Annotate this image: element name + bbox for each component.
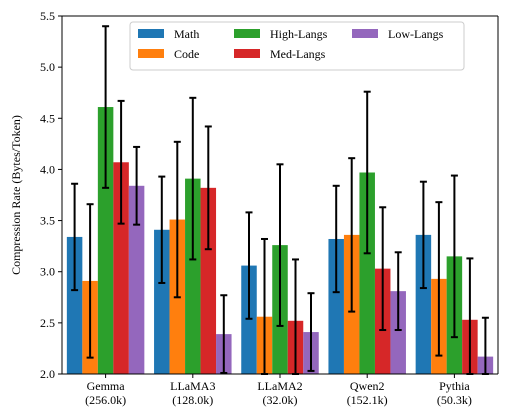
error-bar-code-gemma [86, 203, 94, 359]
bar-high-langs-qwen2 [359, 172, 375, 374]
legend-item-med-langs: Med-Langs [234, 47, 326, 61]
legend-label: Math [174, 27, 199, 41]
error-bar-med-langs-gemma [117, 99, 125, 225]
x-tick-label: Pythia [439, 379, 470, 393]
bar-med-langs-llama3 [200, 187, 217, 374]
y-tick-label: 5.0 [40, 60, 55, 74]
legend: Math Code High-Langs Med-Langs Low-Langs [129, 21, 465, 71]
error-bar-math-gemma [71, 182, 79, 292]
x-tick-label: LLaMA3 [170, 379, 215, 393]
error-bar-med-langs-qwen2 [379, 206, 387, 332]
legend-label: Code [174, 47, 199, 61]
legend-swatch [234, 49, 260, 58]
y-tick-label: 4.5 [40, 111, 55, 125]
x-tick-sublabel: (128.0k) [172, 393, 213, 407]
error-bar-code-pythia [435, 201, 443, 357]
legend-label: Med-Langs [270, 47, 326, 61]
x-tick-label: Qwen2 [350, 379, 385, 393]
error-bar-code-qwen2 [348, 157, 356, 313]
error-bar-code-llama3 [173, 140, 181, 299]
bar-low-langs-qwen2 [390, 291, 406, 374]
plot-area [66, 25, 494, 375]
error-bar-math-qwen2 [332, 184, 340, 294]
error-bar-high-langs-llama3 [189, 96, 197, 261]
legend-swatch [138, 49, 164, 58]
x-tick-sublabel: (152.1k) [347, 393, 388, 407]
bar-med-langs-gemma [113, 162, 129, 374]
error-bar-high-langs-llama2 [276, 163, 284, 327]
legend-label: Low-Langs [388, 27, 444, 41]
bar-math-pythia [415, 234, 432, 374]
legend-box [129, 21, 465, 71]
x-tick-sublabel: (50.3k) [437, 393, 472, 407]
bar-high-langs-gemma [97, 107, 114, 374]
y-tick-label: 5.5 [40, 9, 55, 23]
legend-swatch [352, 29, 378, 38]
legend-label: High-Langs [270, 27, 328, 41]
bar-math-llama2 [241, 265, 257, 374]
legend-item-low-langs: Low-Langs [352, 27, 444, 41]
x-tick-label: Gemma [87, 379, 126, 393]
x-tick-label: LLaMA2 [257, 379, 302, 393]
legend-item-code: Code [138, 47, 199, 61]
y-tick-label: 3.0 [40, 265, 55, 279]
error-bar-med-langs-llama3 [204, 125, 212, 251]
y-tick-label: 4.0 [40, 162, 55, 176]
error-bar-math-llama3 [158, 175, 166, 284]
legend-item-math: Math [138, 27, 199, 41]
error-bar-high-langs-pythia [450, 174, 458, 339]
bar-low-langs-gemma [128, 185, 145, 374]
error-bar-high-langs-gemma [102, 25, 110, 189]
legend-swatch [138, 29, 164, 38]
x-tick-sublabel: (32.0k) [263, 393, 298, 407]
bar-high-langs-llama3 [185, 178, 201, 374]
error-bar-math-pythia [419, 180, 427, 290]
error-bar-low-langs-gemma [133, 145, 141, 226]
x-tick-sublabel: (256.0k) [85, 393, 126, 407]
y-tick-label: 2.5 [40, 316, 55, 330]
bar-math-gemma [66, 236, 83, 374]
axes: 2.0 2.5 3.0 3.5 4.0 4.5 5.0 5.5 Gemma(256.0k) LLa… [40, 9, 499, 407]
y-axis-label: Compression Rate (Bytes/Token) [9, 115, 23, 275]
error-bar-low-langs-llama2 [307, 292, 315, 372]
bar-math-llama3 [154, 229, 170, 374]
y-tick-label: 3.5 [40, 214, 55, 228]
error-bar-low-langs-qwen2 [394, 251, 402, 332]
bar-math-qwen2 [328, 238, 344, 374]
y-tick-label: 2.0 [40, 367, 55, 381]
error-bar-math-llama2 [245, 211, 253, 320]
legend-item-high-langs: High-Langs [234, 27, 328, 41]
legend-swatch [234, 29, 260, 38]
error-bar-low-langs-llama3 [220, 294, 228, 374]
error-bar-high-langs-qwen2 [363, 90, 371, 255]
